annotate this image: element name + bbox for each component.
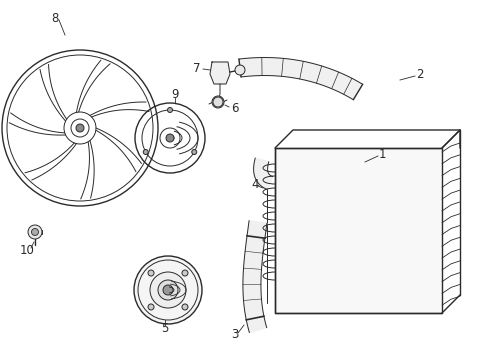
Circle shape xyxy=(148,304,154,310)
Circle shape xyxy=(143,149,148,154)
Text: 6: 6 xyxy=(231,102,239,114)
Text: 2: 2 xyxy=(416,68,424,81)
Circle shape xyxy=(213,97,223,107)
Text: 1: 1 xyxy=(378,148,386,162)
Circle shape xyxy=(76,124,84,132)
Text: 5: 5 xyxy=(161,321,169,334)
Polygon shape xyxy=(243,221,267,332)
Text: 3: 3 xyxy=(231,328,239,342)
Circle shape xyxy=(192,149,197,154)
Text: 9: 9 xyxy=(171,89,179,102)
Circle shape xyxy=(158,280,178,300)
Circle shape xyxy=(235,65,245,75)
Circle shape xyxy=(31,229,39,235)
Text: 7: 7 xyxy=(193,62,201,75)
Polygon shape xyxy=(254,158,272,189)
Polygon shape xyxy=(239,58,363,100)
Text: 10: 10 xyxy=(20,243,34,256)
Circle shape xyxy=(134,256,202,324)
Circle shape xyxy=(215,99,221,105)
Text: 8: 8 xyxy=(51,12,59,24)
Circle shape xyxy=(150,272,186,308)
Circle shape xyxy=(182,304,188,310)
Circle shape xyxy=(163,285,173,295)
Polygon shape xyxy=(210,62,230,84)
Circle shape xyxy=(212,96,224,108)
Circle shape xyxy=(168,108,172,112)
Circle shape xyxy=(148,270,154,276)
Circle shape xyxy=(166,134,174,142)
Circle shape xyxy=(182,270,188,276)
Bar xyxy=(275,148,442,313)
Circle shape xyxy=(28,225,42,239)
Text: 4: 4 xyxy=(251,179,259,192)
